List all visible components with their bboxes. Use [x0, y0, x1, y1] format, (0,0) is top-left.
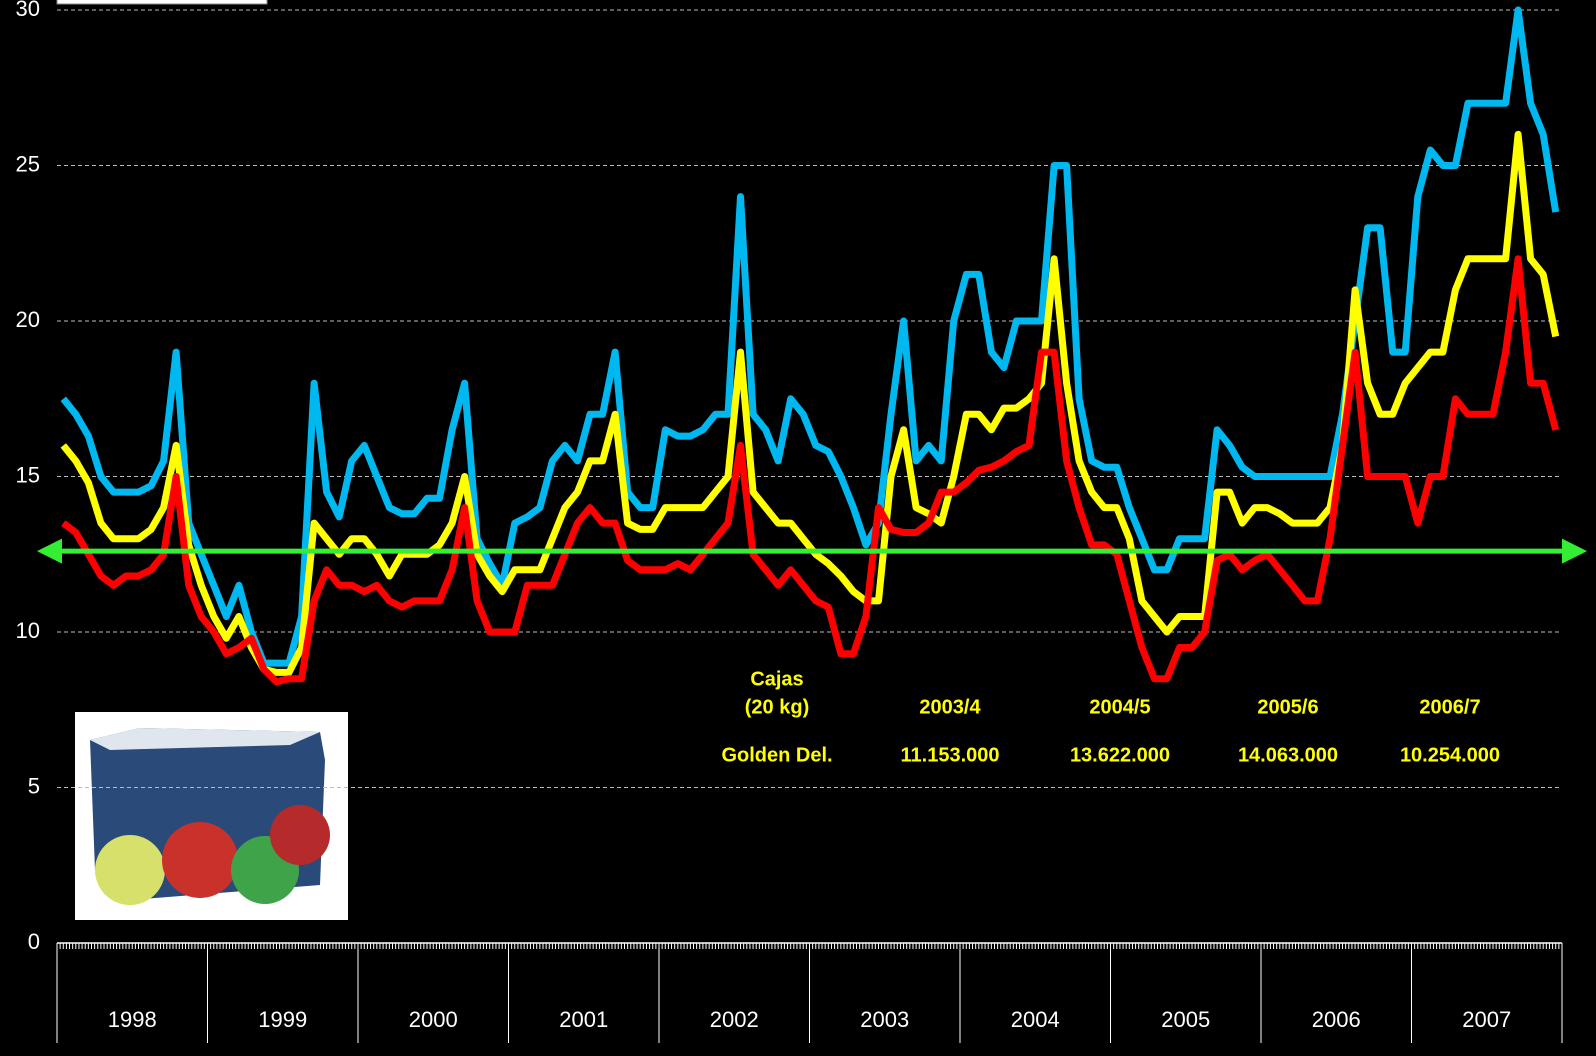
x-tick-label: 2003: [860, 1007, 909, 1032]
chart: 0 5 10 15 20 25 30 1998 1999 2000 2001 2002 2003 2004…: [0, 0, 1596, 1056]
x-tick-label: 1999: [258, 1007, 307, 1032]
x-tick-label: 2004: [1011, 1007, 1060, 1032]
x-tick-label: 2001: [559, 1007, 608, 1032]
table-column: 2006/7: [1419, 696, 1480, 718]
table-value: 11.153.000: [901, 744, 1000, 766]
legend-box: [57, 0, 267, 4]
series-line: [63, 10, 1555, 663]
table-row-label: Golden Del.: [721, 744, 832, 766]
table-column: 2003/4: [919, 696, 981, 718]
table-value: 10.254.000: [1400, 744, 1500, 766]
y-tick-label: 30: [16, 0, 40, 21]
y-tick-label: 0: [28, 929, 40, 954]
y-tick-label: 25: [16, 151, 40, 176]
page: {"chart_data": {"type": "line", "categor…: [0, 0, 1596, 1056]
x-tick-label: 2005: [1161, 1007, 1210, 1032]
table-value: 14.063.000: [1238, 744, 1338, 766]
y-tick-label: 20: [16, 307, 40, 332]
table-header: (20 kg): [745, 696, 809, 718]
x-tick-label: 1998: [108, 1007, 157, 1032]
table-header: Cajas: [750, 668, 803, 690]
y-tick-label: 5: [28, 773, 40, 798]
product-photo: [75, 712, 348, 920]
table-value: 13.622.000: [1070, 744, 1170, 766]
x-tick-label: 2000: [409, 1007, 458, 1032]
table-column: 2004/5: [1089, 696, 1150, 718]
x-tick-label: 2007: [1462, 1007, 1511, 1032]
table-column: 2005/6: [1257, 696, 1318, 718]
x-tick-label: 2006: [1312, 1007, 1361, 1032]
y-tick-label: 10: [16, 618, 40, 643]
y-tick-label: 15: [16, 462, 40, 487]
x-tick-label: 2002: [710, 1007, 759, 1032]
